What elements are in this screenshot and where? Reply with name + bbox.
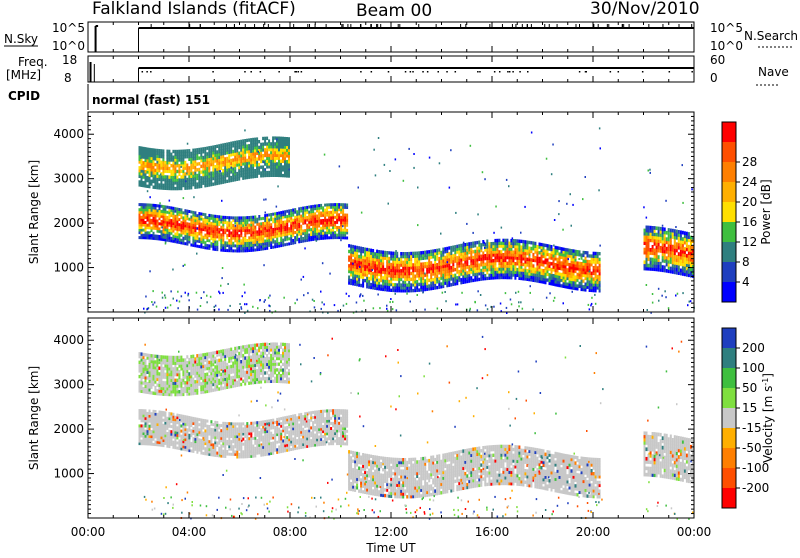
- date-label: 30/Nov/2010: [590, 0, 700, 19]
- colorbar-segment: [722, 162, 736, 183]
- nsky-trace: [96, 24, 694, 52]
- freq-trace: [91, 62, 694, 82]
- colorbar-tick-label: 20: [742, 195, 757, 209]
- nave-tick-bottom: 0: [710, 71, 718, 85]
- colorbar-segment: [722, 368, 736, 389]
- power-ylabel: Slant Range [km]: [27, 160, 41, 264]
- nave-label: Nave: [758, 65, 789, 79]
- colorbar-segment: [722, 428, 736, 449]
- nsearch-tick-bottom: 10^0: [710, 39, 743, 53]
- nsky-label: N.Sky: [4, 32, 38, 46]
- cpid-value: normal (fast) 151: [92, 93, 210, 107]
- nave-tick-top: 60: [710, 53, 725, 67]
- velocity-panel: 1000 2000 3000 4000 Slant Range [km] 200 100…: [27, 318, 775, 520]
- freq-label: Freq.: [18, 55, 48, 69]
- velocity-colorbar-label-end: ]: [761, 373, 775, 378]
- colorbar-segment: [722, 408, 736, 429]
- colorbar-segment: [722, 182, 736, 203]
- colorbar-segment: [722, 142, 736, 163]
- freq-tick-top: 18: [62, 53, 77, 67]
- velocity-colorbar-label: Velocity [m s-1]: [761, 373, 775, 463]
- y-tick-label: 3000: [53, 172, 84, 186]
- colorbar-segment: [722, 488, 736, 509]
- x-tick-label: 00:00: [71, 525, 106, 539]
- y-tick-label: 4000: [53, 333, 84, 347]
- nsearch-label: N.Search: [744, 29, 798, 43]
- nsky-tick-top: 10^5: [52, 21, 85, 35]
- colorbar-tick-label: 15: [742, 401, 757, 415]
- power-panel: 1000 2000 3000 4000 Slant Range [km] 4 8 12 16…: [27, 112, 773, 314]
- colorbar-tick-label: 28: [742, 155, 757, 169]
- colorbar-segment: [722, 388, 736, 409]
- power-colorbar-label: Power [dB]: [759, 179, 773, 244]
- x-tick-label: 04:00: [172, 525, 207, 539]
- colorbar-segment: [722, 468, 736, 489]
- colorbar-segment: [722, 348, 736, 369]
- y-tick-label: 2000: [53, 216, 84, 230]
- colorbar-tick-label: 24: [742, 175, 757, 189]
- y-tick-label: 4000: [53, 127, 84, 141]
- nsky-tick-bottom: 10^0: [52, 39, 85, 53]
- x-tick-label: 20:00: [576, 525, 611, 539]
- colorbar-tick-label: -15: [742, 421, 762, 435]
- freq-tick-bottom: 8: [64, 71, 72, 85]
- colorbar-tick-label: -50: [742, 441, 762, 455]
- y-tick-label: 1000: [53, 467, 84, 481]
- colorbar-segment: [722, 242, 736, 263]
- colorbar-tick-label: 16: [742, 215, 757, 229]
- x-axis-label: Time UT: [365, 541, 416, 554]
- colorbar-tick-label: -200: [742, 481, 769, 495]
- colorbar-segment: [722, 448, 736, 469]
- power-data: [139, 127, 695, 314]
- velocity-data: [139, 336, 695, 520]
- colorbar-tick-label: 12: [742, 235, 757, 249]
- y-tick-label: 1000: [53, 261, 84, 275]
- freq-panel: Freq. [MHz] 18 8 60 0 Nave: [6, 53, 789, 85]
- colorbar-segment: [722, 222, 736, 243]
- cpid-label: CPID: [8, 89, 40, 103]
- x-tick-label: 00:00: [677, 525, 712, 539]
- velocity-ylabel: Slant Range [km]: [27, 366, 41, 470]
- colorbar-tick-label: 200: [742, 341, 765, 355]
- colorbar-tick-label: 100: [742, 361, 765, 375]
- power-colorbar: 4 8 12 16 20 24 28: [722, 122, 757, 303]
- freq-unit-label: [MHz]: [6, 68, 41, 82]
- station-title: Falkland Islands (fitACF): [92, 0, 296, 19]
- x-tick-label: 08:00: [273, 525, 308, 539]
- y-tick-label: 2000: [53, 422, 84, 436]
- nsky-panel: N.Sky 10^5 10^0 10^5 10^0 N.Search: [4, 21, 798, 53]
- colorbar-tick-label: 50: [742, 381, 757, 395]
- beam-label: Beam 00: [356, 1, 432, 21]
- colorbar-tick-label: 8: [742, 255, 750, 269]
- y-tick-label: 3000: [53, 378, 84, 392]
- velocity-colorbar-label-sup: -1: [761, 378, 770, 386]
- colorbar-tick-label: 4: [742, 275, 750, 289]
- nsearch-tick-top: 10^5: [710, 21, 743, 35]
- velocity-colorbar-label-text: Velocity [m s: [761, 386, 775, 463]
- x-tick-label: 12:00: [374, 525, 409, 539]
- colorbar-segment: [722, 202, 736, 223]
- x-tick-label: 16:00: [475, 525, 510, 539]
- colorbar-segment: [722, 122, 736, 143]
- colorbar-segment: [722, 262, 736, 283]
- colorbar-segment: [722, 328, 736, 349]
- colorbar-segment: [722, 282, 736, 303]
